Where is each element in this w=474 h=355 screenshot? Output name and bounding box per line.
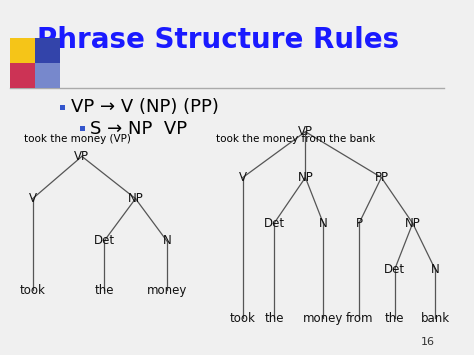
Text: the: the: [385, 312, 404, 325]
Text: Phrase Structure Rules: Phrase Structure Rules: [37, 26, 399, 54]
Text: S → NP  VP: S → NP VP: [90, 120, 187, 137]
Bar: [10, 63, 35, 88]
Text: NP: NP: [298, 171, 313, 184]
Text: V: V: [239, 171, 247, 184]
Text: took the money from the bank: took the money from the bank: [216, 134, 375, 144]
Text: VP → V (NP) (PP): VP → V (NP) (PP): [71, 98, 219, 116]
Text: bank: bank: [420, 312, 450, 325]
Text: the: the: [94, 284, 114, 297]
Text: Det: Det: [384, 263, 405, 275]
Text: VP: VP: [74, 150, 90, 163]
Text: N: N: [319, 217, 328, 230]
Text: Det: Det: [264, 217, 285, 230]
Text: Det: Det: [94, 234, 115, 247]
Text: VP: VP: [298, 125, 313, 138]
Text: P: P: [356, 217, 363, 230]
Text: took: took: [20, 284, 46, 297]
Text: 16: 16: [421, 337, 435, 346]
Text: the: the: [264, 312, 284, 325]
Text: took the money (VP): took the money (VP): [24, 134, 131, 144]
Text: money: money: [146, 284, 187, 297]
Text: N: N: [163, 234, 171, 247]
Bar: [60, 105, 65, 110]
Text: from: from: [345, 312, 373, 325]
Text: money: money: [303, 312, 344, 325]
Text: PP: PP: [374, 171, 388, 184]
Text: took: took: [230, 312, 256, 325]
Bar: [80, 126, 85, 131]
Bar: [35, 38, 60, 63]
Text: V: V: [29, 192, 36, 205]
Text: NP: NP: [128, 192, 143, 205]
Bar: [10, 38, 35, 63]
Text: NP: NP: [405, 217, 420, 230]
Text: N: N: [431, 263, 439, 275]
Bar: [35, 63, 60, 88]
